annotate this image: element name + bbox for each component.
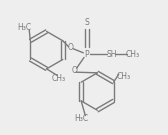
Text: CH₃: CH₃ — [52, 74, 66, 83]
Text: S: S — [84, 18, 89, 27]
Text: H₃C: H₃C — [74, 114, 88, 123]
Text: P: P — [84, 50, 89, 59]
Text: O: O — [72, 66, 78, 75]
Text: SH: SH — [107, 50, 117, 59]
Text: O: O — [68, 43, 74, 52]
Text: CH₃: CH₃ — [117, 72, 131, 81]
Text: CH₃: CH₃ — [126, 50, 140, 59]
Text: H₃C: H₃C — [17, 23, 31, 32]
